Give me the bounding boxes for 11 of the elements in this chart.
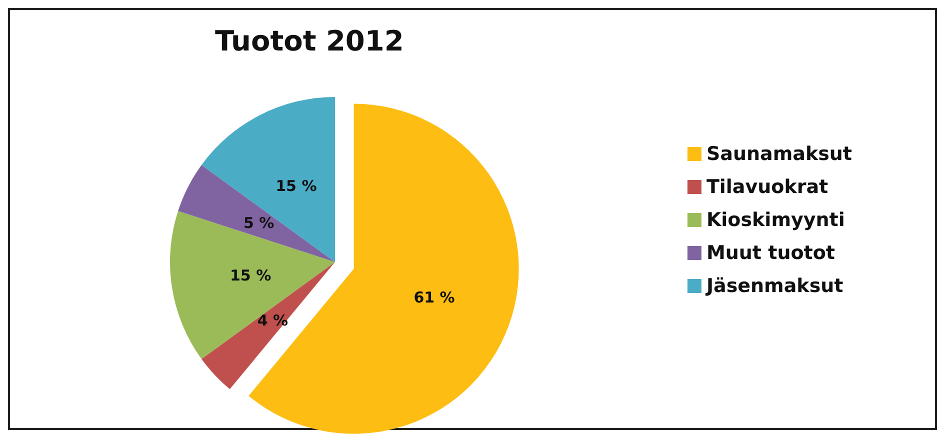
- legend-label: Tilavuokrat: [706, 176, 828, 198]
- data-label: 15 %: [230, 266, 272, 284]
- data-label: 61 %: [414, 288, 455, 307]
- data-label: 4 %: [257, 312, 288, 330]
- legend-label: Muut tuotot: [706, 242, 835, 264]
- legend-label: Kioskimyynti: [706, 209, 845, 231]
- legend-label: Saunamaksut: [706, 143, 852, 165]
- chart-title: Tuotot 2012: [215, 24, 404, 58]
- data-label: 15 %: [276, 176, 317, 195]
- legend-label: Jäsenmaksut: [704, 275, 844, 297]
- data-label: 5 %: [243, 214, 274, 232]
